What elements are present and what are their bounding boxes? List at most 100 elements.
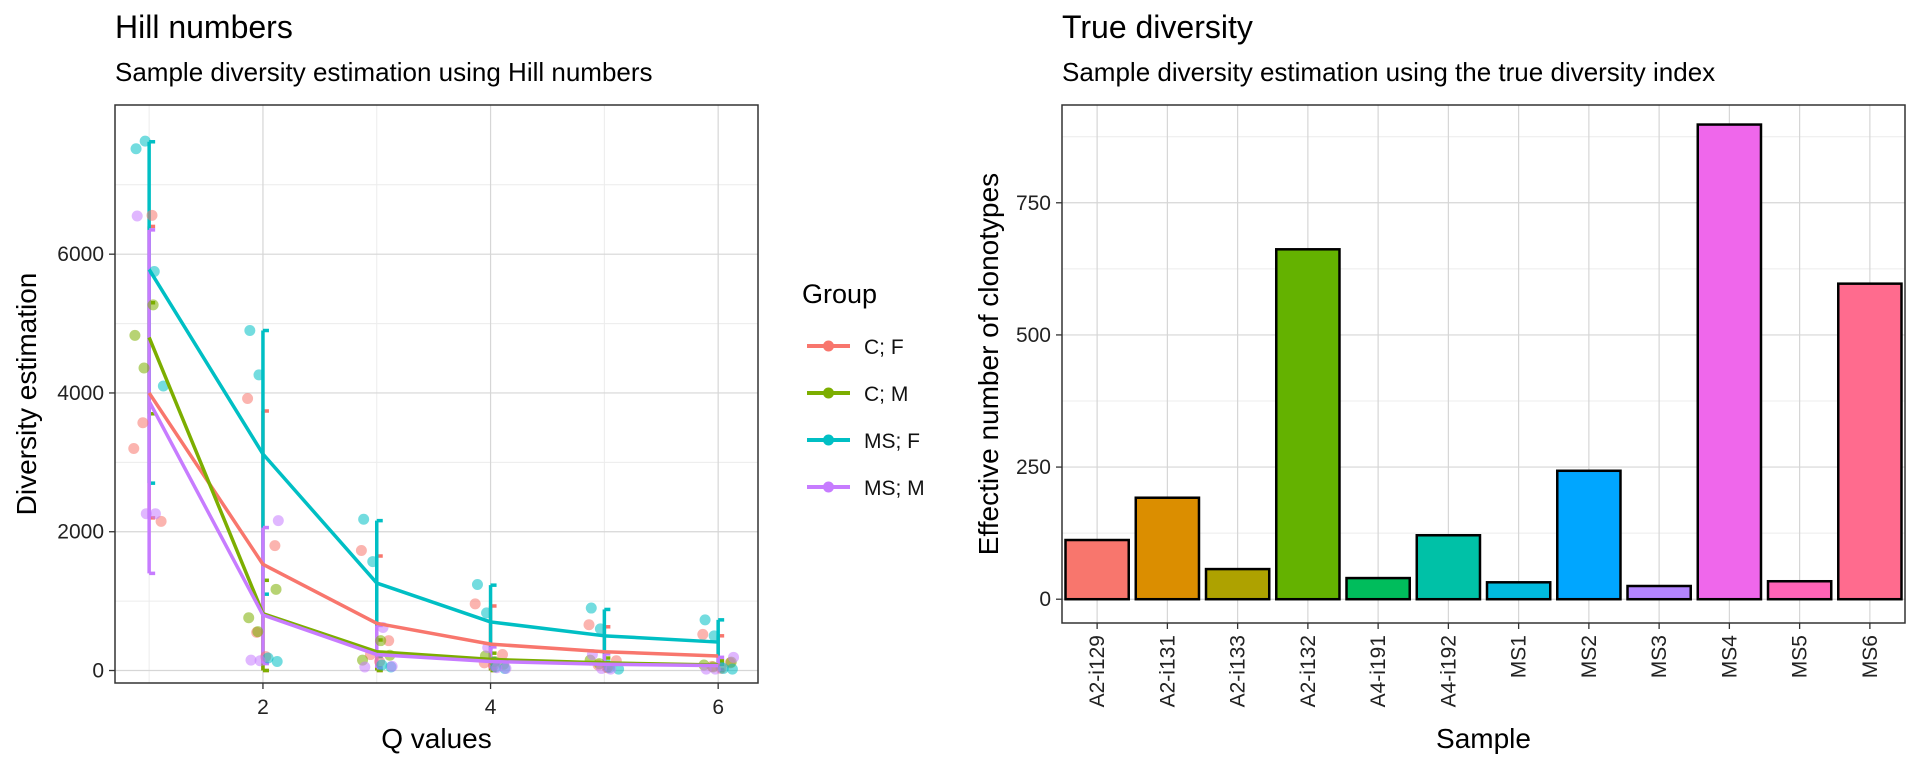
legend-key-point [823, 434, 834, 446]
data-point [471, 578, 483, 590]
bar-ms6 [1837, 282, 1903, 601]
bar-a2-i129 [1064, 538, 1130, 601]
data-point [358, 513, 370, 525]
data-point [613, 663, 625, 675]
x-tick-label: MS4 [1718, 635, 1741, 679]
legend-label: MS; M [864, 477, 925, 500]
data-point [383, 635, 395, 647]
left-gridlines [115, 105, 758, 683]
data-point [359, 661, 371, 673]
legend-title: Group [802, 279, 877, 309]
x-tick-label: A2-i131 [1156, 635, 1179, 707]
data-point [137, 417, 149, 429]
y-tick-label: 2000 [57, 521, 104, 544]
bar-ms1 [1485, 581, 1552, 601]
right-bars [1064, 123, 1903, 601]
series-line [147, 391, 719, 658]
x-tick-label: MS2 [1578, 635, 1601, 678]
x-tick-label: A4-i191 [1367, 635, 1390, 707]
right-x-axis-label: Sample [1436, 723, 1531, 754]
data-point [375, 635, 387, 647]
data-point [708, 630, 720, 642]
left-jitter-points [128, 135, 740, 675]
data-point [139, 135, 151, 147]
data-point [245, 654, 257, 666]
x-tick-label: MS6 [1859, 635, 1882, 678]
data-point [130, 143, 142, 155]
data-point [242, 393, 254, 405]
left-chart-subtitle: Sample diversity estimation using Hill n… [115, 57, 653, 87]
data-point [697, 628, 709, 640]
bar-ms4 [1696, 123, 1763, 601]
data-point [131, 210, 143, 222]
data-point [138, 362, 150, 374]
data-point [149, 508, 161, 520]
data-point [605, 663, 617, 675]
data-point [129, 329, 141, 341]
left-chart-title: Hill numbers [115, 9, 293, 45]
left-y-axis-label: Diversity estimation [11, 273, 42, 516]
data-point [497, 649, 509, 661]
data-point [699, 614, 711, 626]
y-tick-label: 0 [92, 660, 104, 683]
data-point [386, 660, 398, 672]
data-point [147, 299, 159, 311]
y-tick-label: 250 [1016, 456, 1051, 479]
right-y-axis-label: Effective number of clonotypes [973, 173, 1004, 555]
left-plot-frame [114, 104, 759, 684]
data-point [244, 325, 256, 337]
data-point [252, 626, 264, 638]
bar-a2-i131 [1134, 496, 1201, 601]
x-tick-label: 4 [485, 696, 497, 719]
y-tick-label: 0 [1039, 588, 1051, 611]
legend-label: C; F [864, 336, 904, 359]
data-point [500, 662, 512, 674]
series-line [147, 268, 719, 644]
x-tick-label: A4-i192 [1437, 635, 1460, 707]
x-tick-label: MS3 [1648, 635, 1671, 678]
data-point [254, 655, 266, 667]
bar-ms2 [1556, 469, 1622, 601]
y-tick-label: 500 [1016, 324, 1051, 347]
x-tick-label: A2-i132 [1297, 635, 1320, 707]
data-point [243, 612, 255, 624]
data-point [726, 663, 738, 675]
data-point [481, 607, 493, 619]
data-point [491, 662, 503, 674]
legend-label: C; M [864, 383, 908, 406]
legend-items: C; F C; M MS; F MS; M [807, 336, 925, 500]
x-tick-label: MS5 [1789, 635, 1812, 678]
left-axes: 2 4 6 0 2000 4000 6000 [57, 243, 724, 719]
group-legend: Group C; F C; M MS; F MS; M [802, 279, 925, 500]
data-point [140, 508, 152, 520]
legend-key-point [823, 387, 834, 399]
right-plot-frame [1061, 104, 1906, 624]
bar-ms3 [1626, 584, 1692, 601]
bar-a2-i132 [1275, 248, 1341, 601]
bar-a2-i133 [1204, 567, 1271, 601]
data-point [157, 380, 169, 392]
data-point [155, 515, 167, 527]
data-point [253, 369, 265, 381]
x-tick-label: A2-i129 [1086, 635, 1109, 707]
y-tick-label: 750 [1016, 192, 1051, 215]
y-tick-label: 4000 [57, 382, 104, 405]
x-tick-label: A2-i133 [1227, 635, 1250, 707]
data-point [376, 659, 388, 671]
legend-label: MS; F [864, 430, 920, 453]
series-line [147, 336, 719, 667]
data-point [355, 544, 367, 556]
data-point [269, 540, 281, 552]
bar-a4-i191 [1345, 576, 1411, 601]
hill-numbers-panel: Hill numbers Sample diversity estimation… [11, 9, 759, 754]
data-point [272, 515, 284, 527]
true-diversity-panel: True diversity Sample diversity estimati… [973, 9, 1906, 754]
bar-a4-i192 [1415, 534, 1482, 601]
right-axes: 0 250 500 750 A2-i129 A2-i131 A2-i133 A2-i132 A4… [1016, 192, 1882, 708]
bar-ms5 [1766, 579, 1833, 601]
data-point [270, 583, 282, 595]
data-point [128, 442, 140, 454]
data-point [469, 598, 481, 610]
